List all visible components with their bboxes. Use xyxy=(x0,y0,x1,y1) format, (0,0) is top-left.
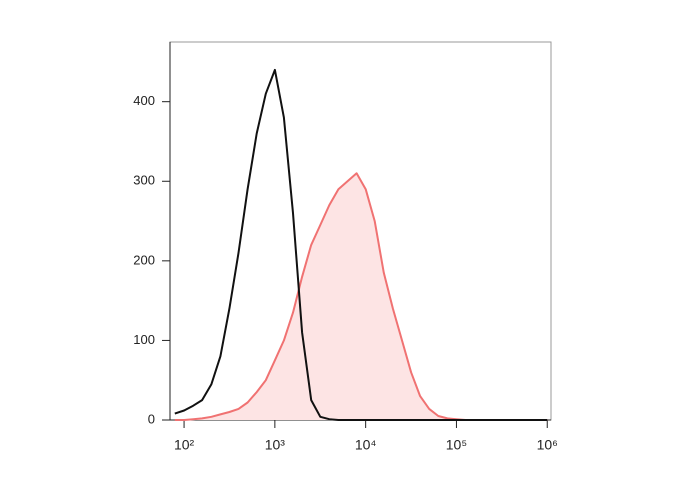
y-tick-label: 200 xyxy=(133,252,155,267)
area xyxy=(174,173,548,420)
x-tick-label: 10² xyxy=(174,437,195,453)
y-tick-label: 300 xyxy=(133,173,155,188)
y-tick-label: 100 xyxy=(133,332,155,347)
x-tick-label: 10⁵ xyxy=(446,437,467,453)
histogram-line xyxy=(174,68,548,421)
x-tick-label: 10³ xyxy=(265,437,286,453)
x-tick-label: 10⁶ xyxy=(537,437,558,453)
y-tick-label: 400 xyxy=(133,93,155,108)
y-tick-label: 0 xyxy=(148,411,155,426)
x-tick-label: 10⁴ xyxy=(355,437,377,453)
